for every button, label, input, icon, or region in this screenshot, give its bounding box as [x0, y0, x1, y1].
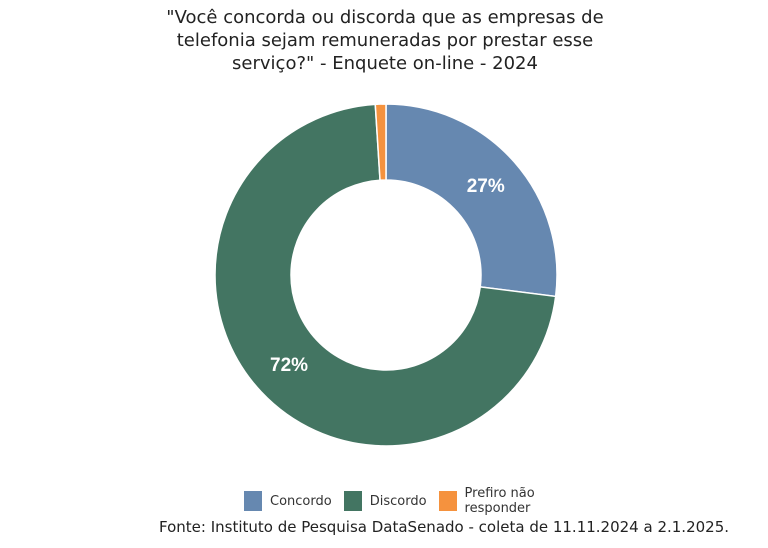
legend-swatch: [343, 491, 362, 511]
data-label: 27%: [467, 176, 505, 197]
legend-label: Concordo: [270, 493, 332, 509]
chart-title: "Você concorda ou discorda que as empres…: [166, 7, 604, 74]
legend: Concordo Discordo Prefiro não responder: [244, 486, 545, 516]
data-label: 72%: [270, 355, 308, 376]
legend-item: Prefiro não responder: [438, 486, 545, 516]
legend-item: Concordo: [244, 486, 332, 516]
donut-slice: [374, 103, 387, 181]
legend-label: Discordo: [369, 493, 427, 509]
donut-slice: [214, 103, 557, 447]
donut-slice: [385, 103, 558, 298]
legend-item: Discordo: [343, 486, 427, 516]
source-note: Fonte: Instituto de Pesquisa DataSenado …: [158, 518, 730, 536]
legend-swatch: [438, 491, 457, 511]
legend-label: Prefiro não responder: [464, 486, 535, 516]
legend-swatch: [244, 491, 262, 511]
